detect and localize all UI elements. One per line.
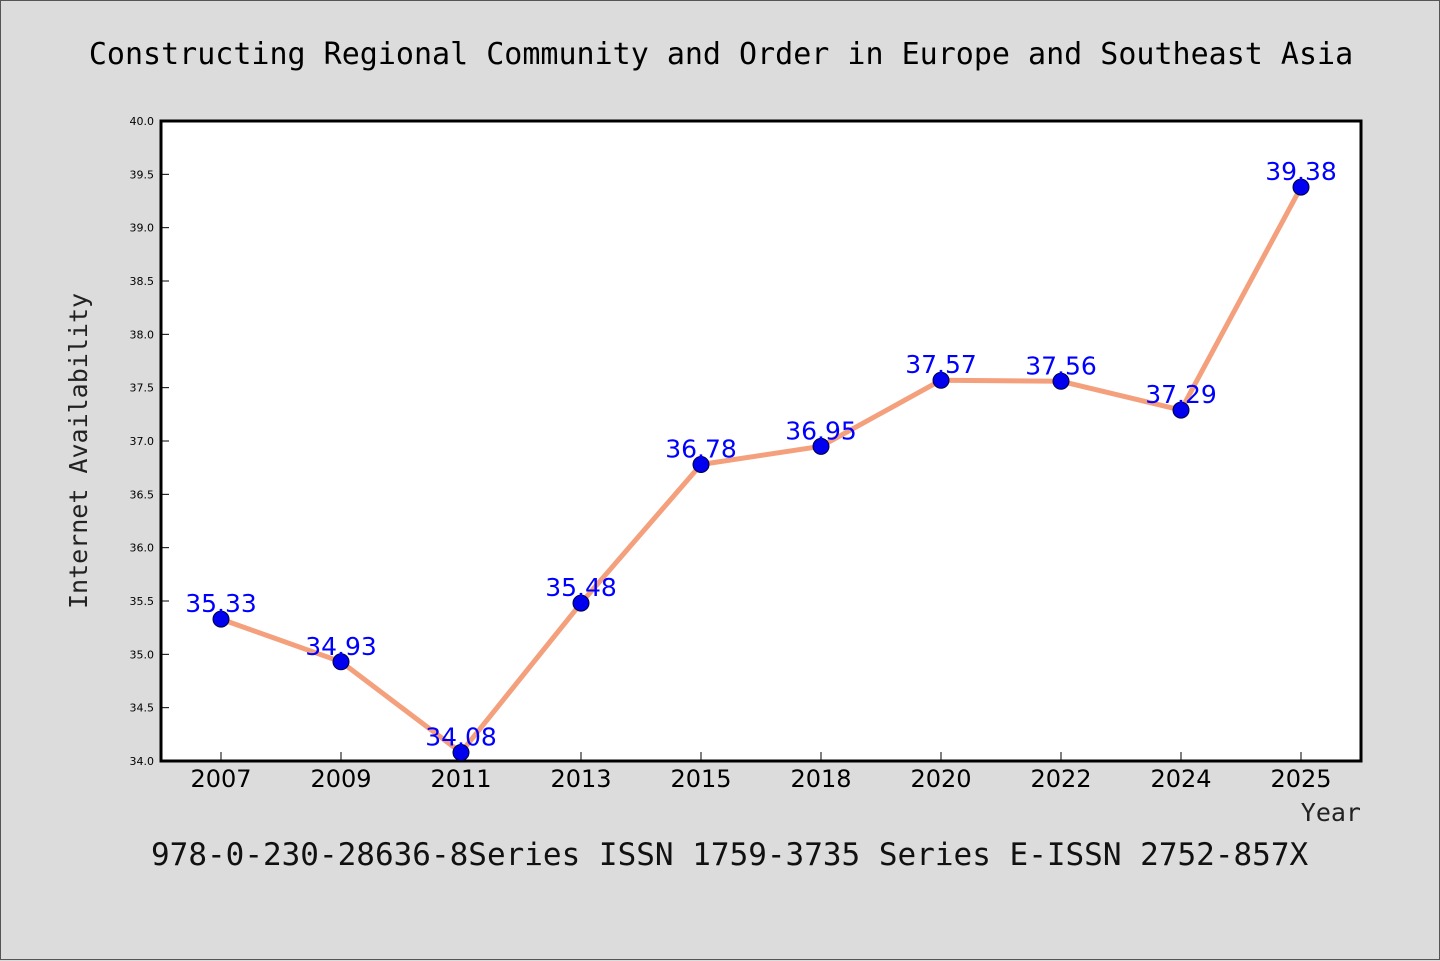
x-tick-label: 2013 [550,765,611,793]
y-tick-label: 38.5 [130,275,155,288]
x-tick-label: 2024 [1150,765,1211,793]
data-labels-group: 35.33 34.93 34.08 35.48 36.78 36.95 37.57 37.56… [185,157,1337,751]
data-label: 39.38 [1265,157,1337,186]
y-tick-label: 34.5 [130,702,155,715]
data-label: 35.48 [545,573,617,602]
x-tick-label: 2009 [310,765,371,793]
data-point [332,653,350,671]
data-point [212,610,230,628]
x-tick-label: 2007 [190,765,251,793]
data-point [1172,401,1190,419]
data-label: 37.29 [1145,380,1217,409]
x-tick-label: 2020 [910,765,971,793]
y-axis: 34.0 34.5 35.0 35.5 36.0 36.5 37.0 37.5 38.0 38.5… [130,115,169,768]
series-line-group [218,184,1304,755]
x-tick-label: 2018 [790,765,851,793]
x-axis-label: Year [1301,798,1361,827]
plot-area [159,119,1363,763]
data-point [812,437,830,455]
data-point [452,743,470,761]
data-label: 35.33 [185,589,257,618]
data-point [572,594,590,612]
data-label: 37.56 [1025,351,1097,380]
data-label: 36.95 [785,416,857,445]
x-tick-label: 2025 [1270,765,1331,793]
data-point [1292,178,1310,196]
y-tick-label: 36.5 [130,488,155,501]
x-tick-label: 2022 [1030,765,1091,793]
markers-group [212,178,1310,761]
chart-title: Constructing Regional Community and Orde… [89,37,1353,72]
y-tick-label: 39.5 [130,168,155,181]
y-tick-label: 40.0 [130,115,155,128]
data-label: 36.78 [665,434,737,463]
data-label: 37.57 [905,350,977,379]
y-axis-label: Internet Availability [64,293,93,609]
x-tick-label: 2011 [430,765,491,793]
data-label: 34.08 [425,722,497,751]
data-label: 34.93 [305,632,377,661]
x-axis: 2007 2009 2011 2013 2015 2018 2020 2022 2024 2025 [190,752,1332,793]
x-tick-label: 2015 [670,765,731,793]
data-point [692,455,710,473]
series-line [218,184,1304,755]
footer-isbn-text: 978-0-230-28636-8Series ISSN 1759-3735 S… [151,837,1308,873]
y-tick-label: 34.0 [130,755,155,768]
y-tick-label: 37.0 [130,435,155,448]
y-tick-label: 35.5 [130,595,155,608]
y-tick-label: 38.0 [130,328,155,341]
data-point [1052,372,1070,390]
y-tick-label: 36.0 [130,542,155,555]
y-tick-label: 37.5 [130,382,155,395]
data-point [932,371,950,389]
y-tick-label: 35.0 [130,648,155,661]
y-tick-label: 39.0 [130,222,155,235]
